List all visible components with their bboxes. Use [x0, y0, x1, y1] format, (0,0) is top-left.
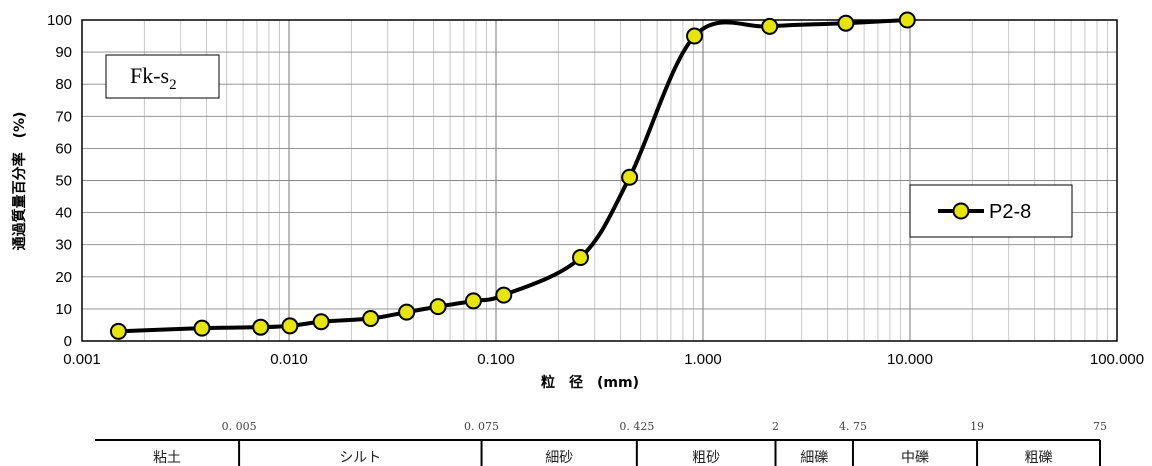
y-tick-label: 20 [55, 269, 72, 286]
data-point [572, 249, 590, 267]
data-point [429, 298, 447, 316]
sample-label-main: Fk-s [130, 63, 169, 88]
series-markers [109, 11, 916, 340]
boundary-label: 0. 005 [222, 420, 257, 433]
data-point [193, 319, 211, 337]
data-point [281, 317, 299, 335]
data-point [837, 14, 855, 32]
data-point [898, 11, 916, 29]
y-tick-label: 40 [55, 205, 72, 222]
x-tick-label: 0.001 [63, 351, 101, 368]
boundary-label: 19 [970, 420, 984, 433]
y-tick-labels: 0 10 20 30 40 50 60 70 80 90 100 [47, 12, 72, 350]
soil-type-label: 細礫 [800, 450, 828, 466]
soil-type-label: シルト [339, 450, 381, 466]
soil-classification-table: 0. 005 0. 075 0. 425 2 4. 75 19 75 粘土 シルト 細砂 粗砂 細礫 中… [95, 420, 1107, 466]
x-tick-label: 100.000 [1090, 351, 1144, 368]
y-tick-label: 60 [55, 140, 72, 157]
legend-entry-p2-8: P2-8 [989, 201, 1031, 223]
plot-frame [81, 19, 1118, 342]
legend: P2-8 [909, 184, 1073, 238]
x-tick-label: 0.010 [270, 351, 308, 368]
soil-type-label: 中礫 [901, 450, 929, 466]
boundary-label: 0. 425 [619, 420, 654, 433]
y-tick-label: 50 [55, 173, 72, 190]
legend-marker-swatch [952, 202, 970, 220]
soil-type-label: 粗礫 [1025, 450, 1053, 466]
data-point [362, 310, 380, 328]
y-tick-label: 100 [47, 12, 72, 29]
soil-type-label: 細砂 [545, 450, 573, 466]
data-point [312, 313, 330, 331]
boundary-label: 4. 75 [839, 420, 867, 433]
series-line [116, 18, 910, 334]
data-point [686, 27, 704, 45]
x-tick-label: 1.000 [684, 351, 722, 368]
x-tick-label: 10.000 [887, 351, 933, 368]
data-point [109, 322, 127, 340]
legend-box [909, 184, 1073, 238]
soil-type-label: 粘土 [153, 450, 181, 466]
data-point [495, 286, 513, 304]
boundary-label: 2 [772, 420, 779, 433]
data-point [621, 168, 639, 186]
x-axis-label: 粒 径 (mm) [541, 374, 639, 391]
y-tick-label: 70 [55, 108, 72, 125]
y-tick-label: 30 [55, 237, 72, 254]
y-tick-label: 90 [55, 44, 72, 61]
data-point [761, 17, 779, 35]
sample-label: Fk-s2 [130, 63, 177, 93]
soil-type-label: 粗砂 [692, 450, 720, 466]
data-point [398, 303, 416, 321]
x-tick-labels: 0.001 0.010 0.100 1.000 10.000 100.000 [63, 351, 1144, 368]
sample-label-subscript: 2 [169, 77, 177, 93]
grid [82, 20, 1117, 341]
boundary-label: 0. 075 [464, 420, 499, 433]
boundary-label: 75 [1093, 420, 1107, 433]
y-tick-label: 10 [55, 301, 72, 318]
sample-label-box: Fk-s2 [105, 54, 220, 99]
y-tick-label: 80 [55, 76, 72, 93]
y-axis-label: 通過質量百分率 (%) [11, 112, 28, 251]
data-point [252, 318, 270, 336]
x-tick-label: 0.100 [477, 351, 515, 368]
y-tick-label: 0 [64, 333, 72, 350]
data-point [464, 292, 482, 310]
